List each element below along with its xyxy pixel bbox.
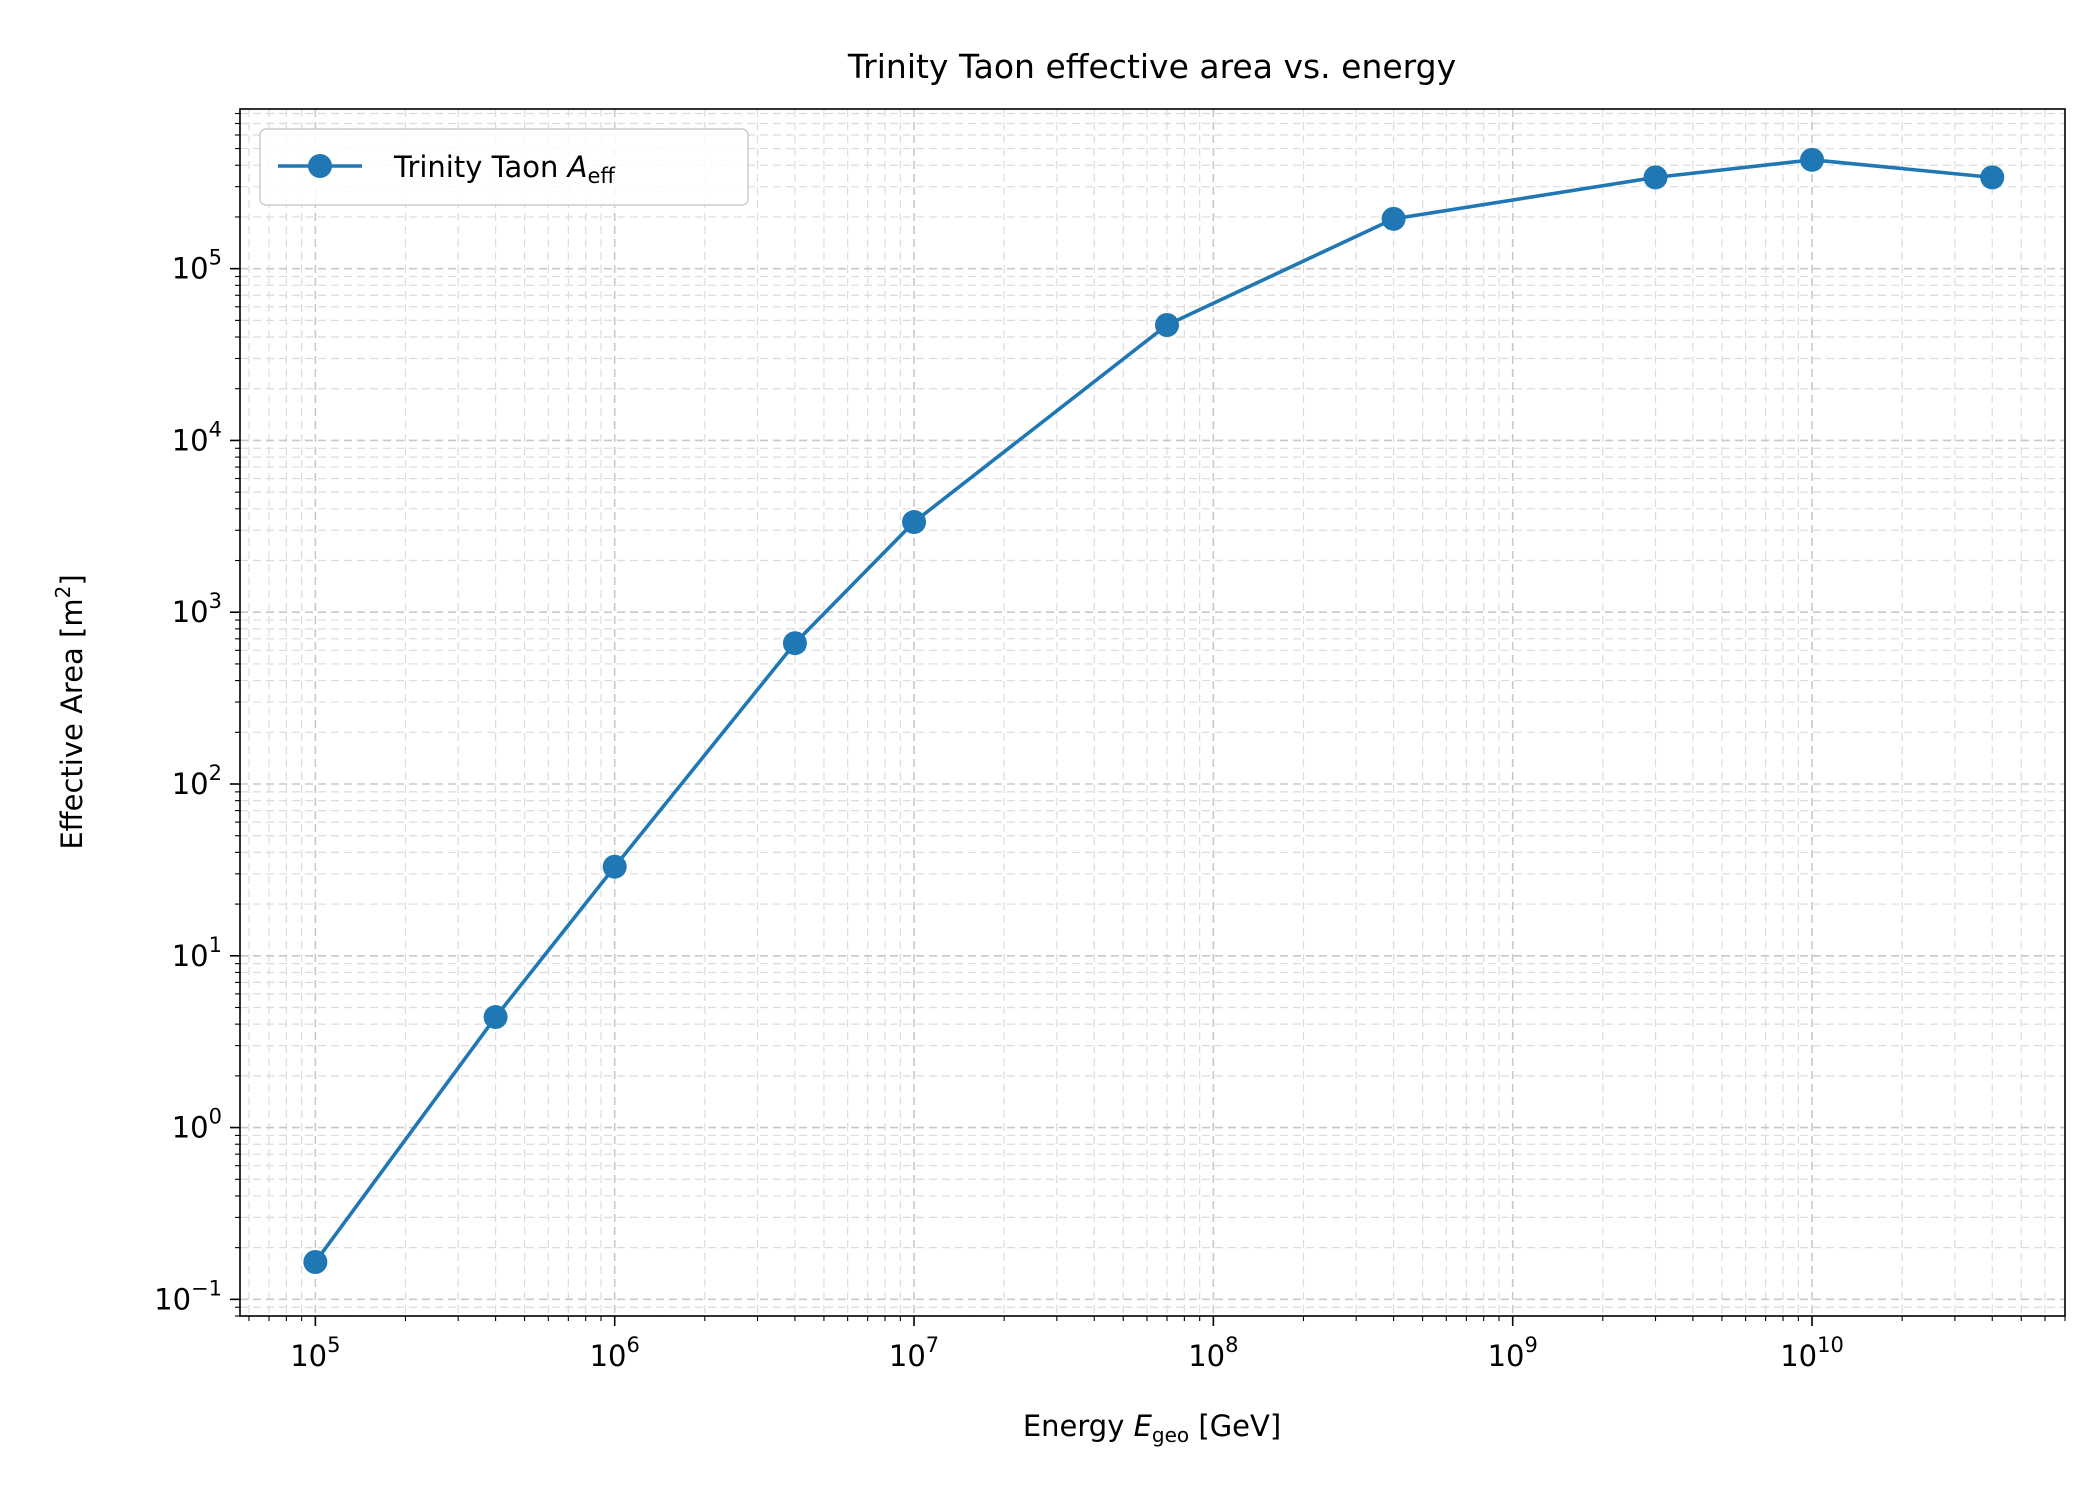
x-tick-label-base: 10 — [889, 1339, 926, 1373]
chart-title: Trinity Taon effective area vs. energy — [847, 47, 1456, 86]
x-tick-label-exponent: 9 — [1524, 1333, 1537, 1357]
x-tick-label-exponent: 8 — [1225, 1333, 1238, 1357]
x-tick-label: 109 — [1488, 1333, 1538, 1373]
data-point-marker — [483, 1005, 508, 1030]
y-tick-label: 105 — [172, 246, 222, 286]
data-point-marker — [1381, 206, 1406, 231]
x-tick-label-base: 10 — [590, 1339, 627, 1373]
x-tick-label-base: 10 — [1780, 1339, 1817, 1373]
y-tick-label-exponent: 5 — [209, 246, 222, 270]
y-tick-label-base: 10 — [172, 423, 209, 457]
y-tick-label-exponent: 0 — [209, 1105, 222, 1129]
x-tick-label: 108 — [1188, 1333, 1238, 1373]
y-tick-label: 103 — [172, 589, 222, 629]
legend-box — [259, 128, 749, 206]
legend-label-var: A — [566, 150, 588, 184]
data-point-marker — [1155, 312, 1180, 337]
data-point-marker — [782, 631, 807, 656]
y-axis-label-text: Effective Area [m — [55, 598, 89, 849]
x-axis-label-var: E — [1134, 1409, 1153, 1443]
y-tick-label-base: 10 — [172, 252, 209, 286]
y-tick-label: 10−1 — [154, 1276, 222, 1316]
series-line — [313, 158, 1993, 1264]
series-layer — [303, 147, 2005, 1274]
y-tick-label-exponent: 1 — [209, 933, 222, 957]
x-tick-label-exponent: 7 — [926, 1333, 939, 1357]
y-tick-label-exponent: 3 — [209, 589, 222, 613]
data-point-marker — [1800, 147, 1825, 172]
major-gridlines — [240, 109, 2065, 1316]
y-axis-label: Effective Area [m2] — [51, 574, 89, 849]
plot-area — [240, 109, 2065, 1316]
y-tick-label: 100 — [172, 1105, 222, 1145]
y-axis-label-close: ] — [55, 574, 89, 585]
legend: Trinity Taon Aeff — [259, 128, 749, 206]
x-tick-label: 106 — [590, 1333, 640, 1373]
x-tick-label-exponent: 10 — [1817, 1333, 1844, 1357]
legend-label-sub: eff — [588, 164, 616, 188]
legend-label-text: Trinity Taon — [393, 150, 568, 184]
x-axis-label: Energy Egeo [GeV] — [1023, 1409, 1281, 1447]
x-tick-label-base: 10 — [1188, 1339, 1225, 1373]
y-tick-label-base: 10 — [154, 1282, 191, 1316]
y-tick-label-base: 10 — [172, 939, 209, 973]
legend-label: Trinity Taon Aeff — [393, 150, 615, 188]
minor-gridlines — [240, 109, 2066, 1317]
data-point-marker — [303, 1249, 328, 1274]
y-tick-label-base: 10 — [172, 595, 209, 629]
data-point-marker — [902, 510, 927, 535]
axis-tick-labels: 105 106 107 108 109 101010−110010110210310410… — [154, 246, 1844, 1373]
x-axis-label-prefix: Energy — [1023, 1409, 1134, 1443]
data-point-marker — [1643, 165, 1668, 190]
y-axis-label-sup: 2 — [51, 586, 75, 599]
x-tick-label-base: 10 — [1488, 1339, 1525, 1373]
x-axis-label-sub: geo — [1152, 1423, 1189, 1447]
legend-marker-swatch — [308, 154, 332, 178]
y-tick-label-base: 10 — [172, 767, 209, 801]
x-tick-label-exponent: 5 — [327, 1333, 340, 1357]
data-point-marker — [1980, 165, 2005, 190]
x-tick-label: 1010 — [1780, 1333, 1844, 1373]
y-tick-label-base: 10 — [172, 1111, 209, 1145]
x-axis-label-suffix: [GeV] — [1189, 1409, 1281, 1443]
y-tick-label: 104 — [172, 417, 222, 457]
y-tick-label-exponent: 2 — [209, 761, 222, 785]
y-tick-label: 101 — [172, 933, 222, 973]
y-tick-label-exponent: −1 — [191, 1276, 222, 1300]
plot-frame — [239, 108, 2066, 1317]
x-tick-label: 107 — [889, 1333, 939, 1373]
axis-ticks — [230, 112, 2066, 1326]
y-tick-label-exponent: 4 — [209, 417, 222, 441]
x-tick-label-base: 10 — [290, 1339, 327, 1373]
data-point-marker — [602, 854, 627, 879]
x-tick-label-exponent: 6 — [626, 1333, 639, 1357]
y-tick-label: 102 — [172, 761, 222, 801]
x-tick-label: 105 — [290, 1333, 340, 1373]
